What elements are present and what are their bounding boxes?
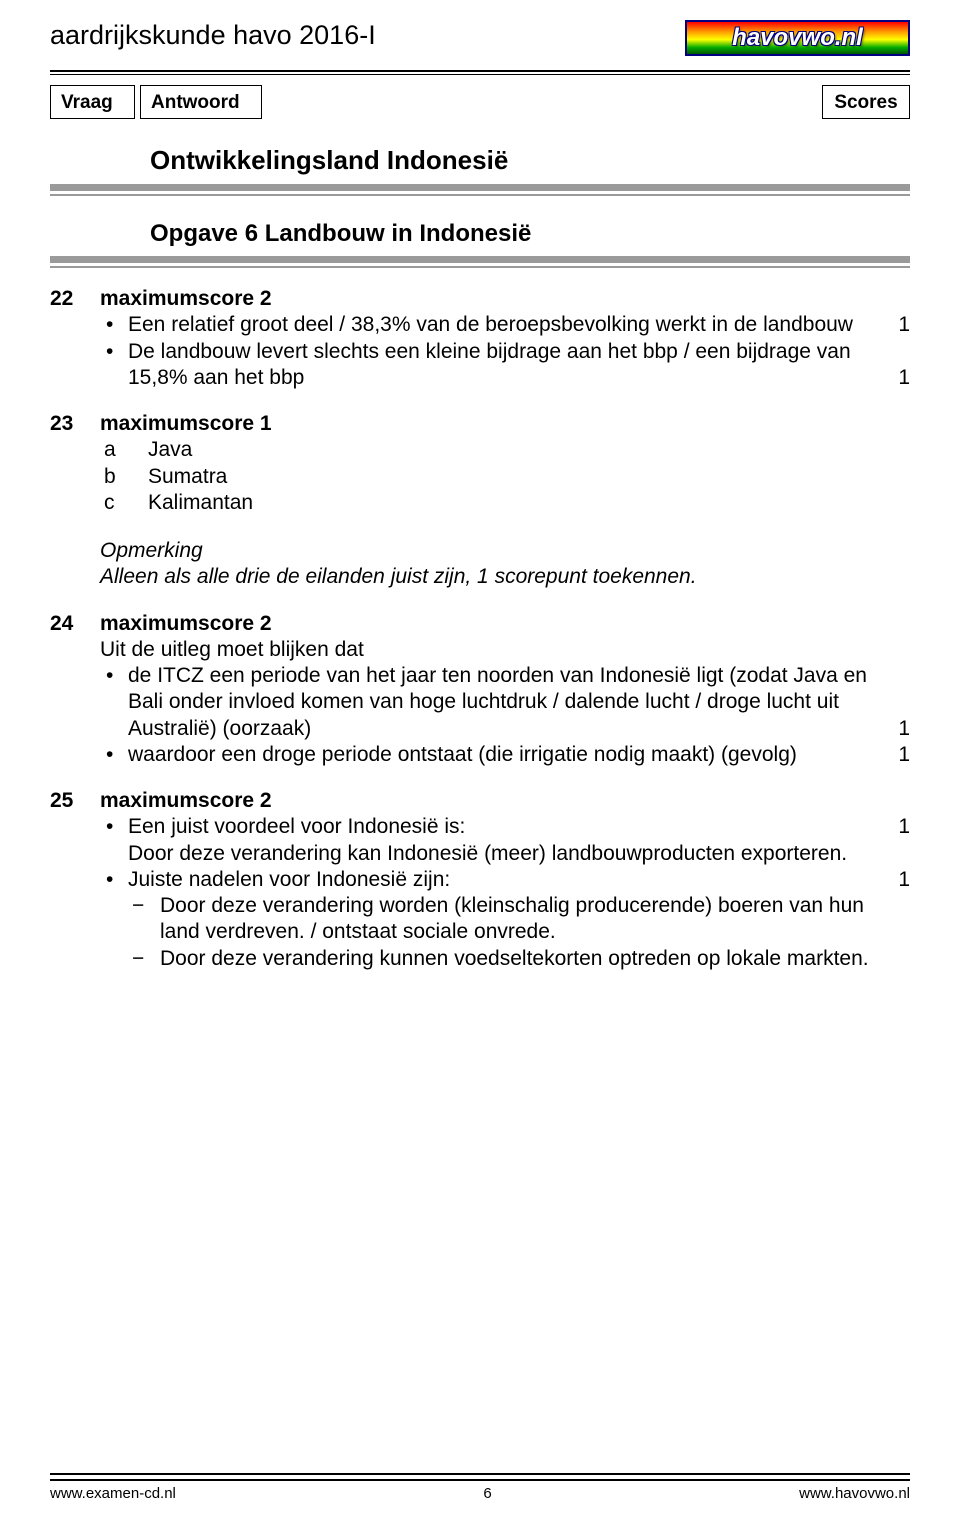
bullet-item: De landbouw levert slechts een kleine bi… (100, 339, 870, 392)
bullet-lead: Een juist voordeel voor Indonesië is: (128, 815, 465, 838)
subsection-divider (50, 256, 910, 268)
abc-text: Java (148, 438, 192, 461)
bullet-score: 1 (898, 742, 910, 768)
maximumscore-label: maximumscore 2 (100, 286, 870, 312)
abc-item: c Kalimantan (100, 490, 870, 516)
question-22: 22 maximumscore 2 Een relatief groot dee… (50, 286, 910, 391)
bullet-text: de ITCZ een periode van het jaar ten noo… (128, 664, 867, 740)
bullet-text: Een relatief groot deel / 38,3% van de b… (128, 313, 853, 336)
maximumscore-label: maximumscore 2 (100, 611, 870, 637)
exam-page: aardrijkskunde havo 2016-I havovwo.nl Vr… (0, 0, 960, 1520)
question-number: 25 (50, 788, 100, 814)
abc-letter: b (104, 464, 116, 490)
bullet-item: waardoor een droge periode ontstaat (die… (100, 742, 870, 768)
abc-text: Kalimantan (148, 491, 253, 514)
column-header-row: Vraag Antwoord Scores (50, 85, 910, 119)
abc-item: b Sumatra (100, 464, 870, 490)
footer-left-url: www.examen-cd.nl (50, 1485, 176, 1502)
bullet-item: Een relatief groot deel / 38,3% van de b… (100, 312, 870, 338)
question-number: 23 (50, 411, 100, 437)
section-title: Ontwikkelingsland Indonesië (150, 145, 910, 176)
question-24: 24 maximumscore 2 Uit de uitleg moet bli… (50, 611, 910, 769)
question-25: 25 maximumscore 2 Een juist voordeel voo… (50, 788, 910, 972)
bullet-score: 1 (898, 814, 910, 840)
abc-letter: a (104, 437, 116, 463)
bullet-score: 1 (898, 867, 910, 893)
subsection-title: Opgave 6 Landbouw in Indonesië (150, 220, 910, 248)
col-header-scores: Scores (822, 85, 910, 119)
bullet-item: Juiste nadelen voor Indonesië zijn: 1 Do… (100, 867, 870, 972)
col-header-antwoord: Antwoord (140, 85, 262, 119)
bullet-score: 1 (898, 365, 910, 391)
bullet-follow: Door deze verandering kan Indonesië (mee… (128, 841, 870, 867)
section-divider (50, 184, 910, 196)
bullet-lead: Juiste nadelen voor Indonesië zijn: (128, 868, 450, 891)
maximumscore-label: maximumscore 1 (100, 411, 870, 437)
footer-page-number: 6 (468, 1485, 508, 1502)
note-body: Alleen als alle drie de eilanden juist z… (100, 564, 870, 590)
bullet-score: 1 (898, 716, 910, 742)
bullet-score: 1 (898, 312, 910, 338)
bullet-text: waardoor een droge periode ontstaat (die… (128, 743, 797, 766)
note-title: Opmerking (100, 538, 870, 564)
dash-item: Door deze verandering kunnen voedselteko… (128, 946, 870, 972)
bullet-text: De landbouw levert slechts een kleine bi… (128, 340, 851, 389)
dash-text: Door deze verandering kunnen voedselteko… (160, 947, 869, 970)
site-logo-text: havovwo.nl (732, 24, 863, 52)
abc-letter: c (104, 490, 115, 516)
page-footer: www.examen-cd.nl 6 www.havovwo.nl (50, 1471, 910, 1502)
col-header-vraag: Vraag (50, 85, 135, 119)
subject-title: aardrijkskunde havo 2016-I (50, 20, 376, 51)
note-block: Opmerking Alleen als alle drie de eiland… (100, 538, 870, 591)
intro-text: Uit de uitleg moet blijken dat (100, 637, 870, 663)
page-header: aardrijkskunde havo 2016-I havovwo.nl (50, 20, 910, 56)
maximumscore-label: maximumscore 2 (100, 788, 870, 814)
bullet-item: de ITCZ een periode van het jaar ten noo… (100, 663, 870, 742)
content-body: 22 maximumscore 2 Een relatief groot dee… (50, 286, 910, 972)
header-divider-bottom (50, 74, 910, 75)
question-number: 24 (50, 611, 100, 637)
question-23: 23 maximumscore 1 a Java b Sumatra c Kalima… (50, 411, 910, 591)
abc-item: a Java (100, 437, 870, 463)
abc-text: Sumatra (148, 465, 227, 488)
dash-item: Door deze verandering worden (kleinschal… (128, 893, 870, 946)
bullet-item: Een juist voordeel voor Indonesië is: 1 … (100, 814, 870, 867)
site-logo: havovwo.nl (685, 20, 910, 56)
dash-text: Door deze verandering worden (kleinschal… (160, 894, 864, 943)
question-number: 22 (50, 286, 100, 312)
footer-right-url: www.havovwo.nl (799, 1485, 910, 1502)
